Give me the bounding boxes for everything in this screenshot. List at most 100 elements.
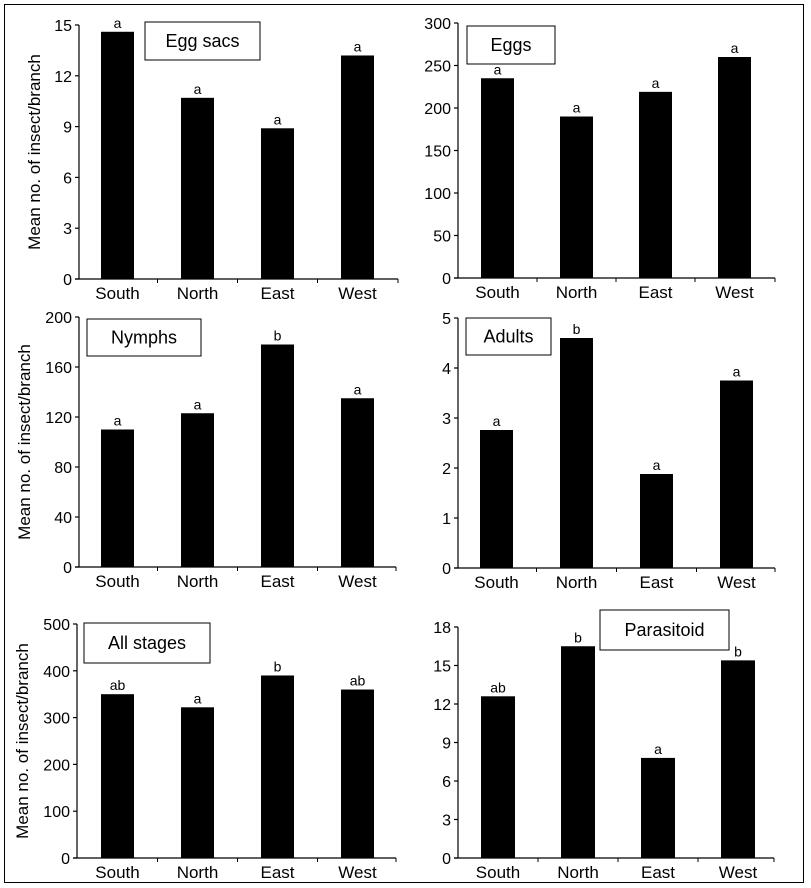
y-tick-label: 9 xyxy=(442,736,451,753)
significance-letter: a xyxy=(194,81,202,97)
y-tick-label: 0 xyxy=(442,851,451,868)
significance-letter: a xyxy=(274,111,282,127)
y-tick-label: 12 xyxy=(433,697,451,714)
significance-letter: ab xyxy=(490,679,506,695)
y-tick-label: 0 xyxy=(442,271,451,288)
bar-north xyxy=(560,116,593,278)
y-tick-label: 400 xyxy=(43,664,70,681)
chart-panel-parasitoid: 0 3 6 9 12 15 18 South ab North b East a West b Parasit… xyxy=(433,609,775,882)
significance-letter: a xyxy=(114,413,122,429)
y-tick-label: 4 xyxy=(442,361,451,378)
significance-letter: a xyxy=(354,38,362,54)
y-axis-label: Mean no. of insect/branch xyxy=(15,344,34,540)
y-tick-label: 6 xyxy=(63,170,72,187)
y-tick-label: 200 xyxy=(424,101,451,118)
y-tick-label: 0 xyxy=(61,851,70,868)
panel-title: All stages xyxy=(108,633,186,653)
y-tick-label: 3 xyxy=(63,221,72,238)
y-tick-label: 100 xyxy=(43,804,70,821)
bar-east xyxy=(639,91,672,278)
bar-west xyxy=(718,57,751,278)
x-category-label: West xyxy=(338,572,377,591)
panel-title: Parasitoid xyxy=(624,620,704,640)
bar-north xyxy=(181,707,214,858)
y-tick-label: 300 xyxy=(43,711,70,728)
x-category-label: East xyxy=(260,863,294,882)
significance-letter: a xyxy=(733,364,741,380)
y-tick-label: 5 xyxy=(442,311,451,328)
x-category-label: North xyxy=(557,863,599,882)
bar-east xyxy=(641,757,675,858)
significance-letter: a xyxy=(354,381,362,397)
significance-letter: ab xyxy=(110,677,126,693)
significance-letter: b xyxy=(573,321,581,337)
y-tick-label: 6 xyxy=(442,774,451,791)
significance-letter: a xyxy=(194,690,202,706)
y-tick-label: 50 xyxy=(433,229,451,246)
panel-title: Nymphs xyxy=(111,328,177,348)
significance-letter: b xyxy=(734,643,742,659)
x-category-label: South xyxy=(476,863,520,882)
y-tick-label: 40 xyxy=(54,510,72,527)
x-category-label: South xyxy=(95,284,139,303)
x-category-label: North xyxy=(177,863,219,882)
y-tick-label: 3 xyxy=(442,813,451,830)
chart-panel-eggs: 0 50 100 150 200 250 300 South a North a East a West a… xyxy=(424,16,776,302)
x-category-label: North xyxy=(556,283,598,302)
bar-east xyxy=(640,474,673,568)
y-tick-label: 80 xyxy=(54,460,72,477)
panel-title-box xyxy=(466,25,556,65)
figure-frame xyxy=(4,4,804,883)
y-tick-label: 120 xyxy=(45,410,72,427)
bar-west xyxy=(720,380,753,568)
significance-letter: a xyxy=(573,100,581,116)
significance-letter: a xyxy=(731,40,739,56)
bar-south xyxy=(101,31,134,280)
bar-south xyxy=(481,78,514,278)
significance-letter: a xyxy=(194,396,202,412)
y-tick-label: 9 xyxy=(63,120,72,137)
significance-letter: ab xyxy=(350,673,366,689)
y-tick-label: 300 xyxy=(424,16,451,33)
y-tick-label: 500 xyxy=(43,617,70,634)
bar-north xyxy=(181,413,214,567)
bar-west xyxy=(341,689,374,858)
y-tick-label: 150 xyxy=(424,144,451,161)
y-tick-label: 12 xyxy=(54,69,72,86)
y-tick-label: 18 xyxy=(433,620,451,637)
significance-letter: a xyxy=(652,75,660,91)
significance-letter: b xyxy=(574,629,582,645)
y-tick-label: 1 xyxy=(442,511,451,528)
bar-north xyxy=(560,338,593,568)
panel-title-box xyxy=(83,622,211,664)
x-category-label: East xyxy=(641,863,675,882)
y-tick-label: 0 xyxy=(63,560,72,577)
panel-title-box xyxy=(86,318,202,357)
y-tick-label: 250 xyxy=(424,59,451,76)
y-tick-label: 100 xyxy=(424,186,451,203)
x-category-label: North xyxy=(556,573,598,592)
bar-east xyxy=(261,675,294,858)
x-category-label: East xyxy=(260,284,294,303)
y-tick-label: 0 xyxy=(442,561,451,578)
y-tick-label: 0 xyxy=(63,272,72,289)
bar-east xyxy=(261,344,294,567)
x-category-label: North xyxy=(177,572,219,591)
x-category-label: East xyxy=(639,573,673,592)
chart-panel-all-stages: 0 100 200 300 400 500 South ab North a East b West ab… xyxy=(13,617,397,882)
y-tick-label: 160 xyxy=(45,360,72,377)
bar-west xyxy=(341,398,374,567)
significance-letter: a xyxy=(653,457,661,473)
panel-title-box xyxy=(599,609,730,651)
significance-letter: b xyxy=(274,328,282,344)
bar-west xyxy=(721,660,755,858)
bar-west xyxy=(341,55,374,280)
panel-title: Eggs xyxy=(490,35,531,55)
y-tick-label: 3 xyxy=(442,411,451,428)
y-tick-label: 200 xyxy=(43,757,70,774)
x-category-label: West xyxy=(338,863,377,882)
significance-letter: a xyxy=(654,741,662,757)
x-category-label: East xyxy=(260,572,294,591)
x-category-label: South xyxy=(475,283,519,302)
bar-south xyxy=(480,430,513,568)
